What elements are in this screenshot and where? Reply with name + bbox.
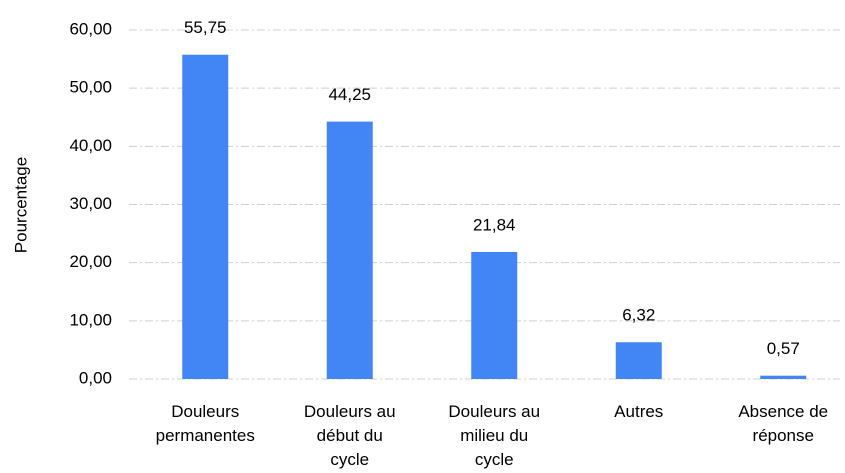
y-tick-label: 0,00 bbox=[79, 368, 112, 387]
x-tick-label: Douleurs au milieu du cycle bbox=[448, 402, 540, 469]
x-tick-label: Douleurs au début du cycle bbox=[304, 402, 396, 469]
y-tick-label: 30,00 bbox=[69, 194, 112, 213]
data-label: 55,75 bbox=[184, 18, 227, 37]
bar bbox=[326, 121, 373, 380]
y-axis-label: Pourcentage bbox=[11, 157, 30, 253]
data-label: 0,57 bbox=[767, 339, 800, 358]
bar bbox=[760, 375, 807, 379]
bar bbox=[471, 251, 518, 379]
data-label: 21,84 bbox=[473, 215, 516, 234]
y-tick-label: 20,00 bbox=[69, 252, 112, 271]
x-tick-label: Absence de réponse bbox=[738, 402, 828, 445]
y-tick-label: 60,00 bbox=[69, 19, 112, 38]
data-label: 44,25 bbox=[328, 85, 371, 104]
x-tick-label: Autres bbox=[614, 402, 663, 421]
y-tick-label: 50,00 bbox=[69, 78, 112, 97]
y-tick-label: 10,00 bbox=[69, 310, 112, 329]
bar bbox=[182, 54, 229, 380]
data-label: 6,32 bbox=[622, 306, 655, 325]
y-tick-label: 40,00 bbox=[69, 136, 112, 155]
bar bbox=[615, 342, 662, 379]
x-tick-label: Douleurs permanentes bbox=[156, 402, 255, 445]
